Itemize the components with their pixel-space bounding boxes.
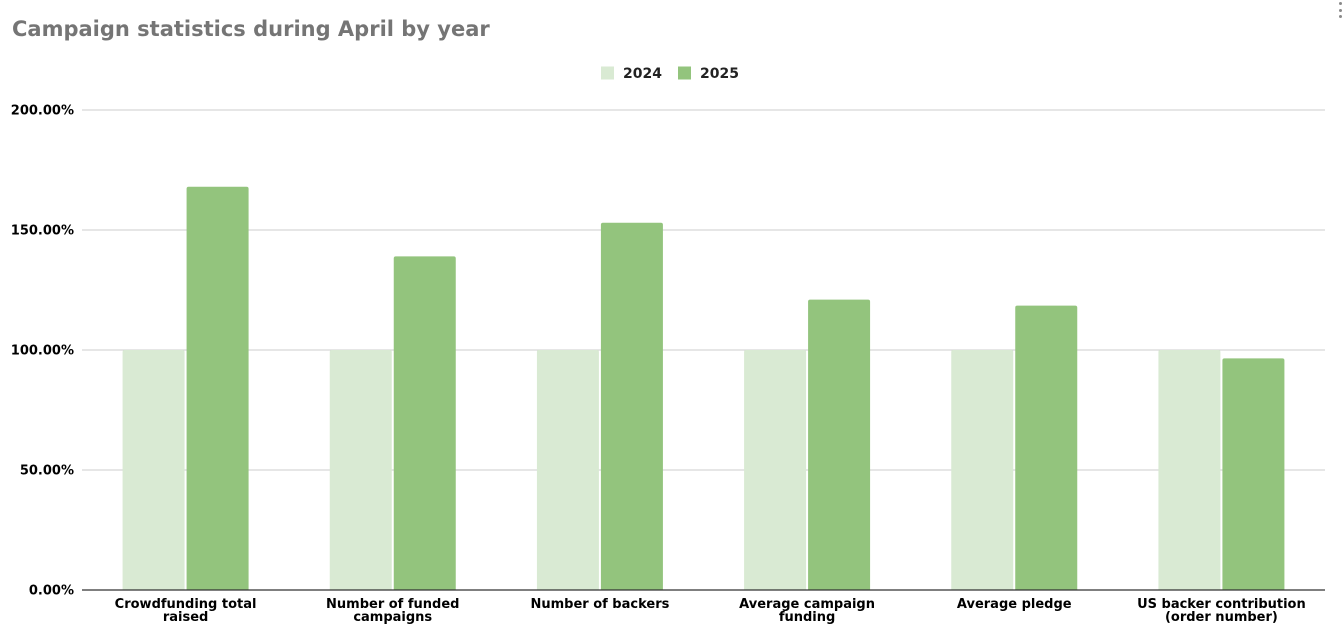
legend-label-2024[interactable]: 2024: [623, 66, 662, 82]
x-tick-label: Average campaign funding: [739, 597, 875, 625]
bar-2025-3[interactable]: [808, 299, 871, 590]
y-axis-ticks: 0.00% 50.00% 100.00% 150.00% 200.00%: [11, 104, 74, 599]
x-tick-label: Average pledge: [957, 597, 1072, 612]
x-tick-label: Number of backers: [530, 597, 669, 612]
legend-swatch-2025: [678, 66, 691, 80]
x-tick-label: Number of funded campaigns: [326, 597, 459, 625]
chart-title: Campaign statistics during April by year: [12, 17, 490, 41]
bar-2024-4[interactable]: [951, 350, 1014, 590]
bar-2024-0[interactable]: [122, 350, 185, 590]
y-tick-label: 200.00%: [11, 104, 74, 119]
gridlines: [82, 109, 1325, 471]
more-vert-icon[interactable]: [1337, 2, 1343, 18]
y-tick-label: 0.00%: [29, 584, 74, 599]
bar-2024-1[interactable]: [329, 350, 392, 590]
bar-2024-3[interactable]: [744, 350, 807, 590]
x-axis-labels: Crowdfunding total raised Number of funded…: [115, 597, 1306, 625]
y-tick-label: 100.00%: [11, 344, 74, 359]
x-tick-label: US backer contribution (order number): [1137, 597, 1306, 625]
legend-swatch-2024: [601, 66, 614, 80]
bar-2024-2[interactable]: [536, 350, 599, 590]
bar-2025-1[interactable]: [393, 256, 456, 590]
bars: [122, 186, 1285, 591]
y-tick-label: 50.00%: [20, 464, 74, 479]
y-tick-label: 150.00%: [11, 224, 74, 239]
legend-label-2025[interactable]: 2025: [700, 66, 739, 82]
bar-2025-5[interactable]: [1222, 358, 1285, 590]
bar-2025-2[interactable]: [600, 222, 663, 591]
bar-2025-4[interactable]: [1015, 305, 1078, 590]
legend: 2024 2025: [601, 66, 739, 82]
x-tick-label: Crowdfunding total raised: [115, 597, 257, 625]
bar-2024-5[interactable]: [1158, 350, 1221, 590]
bar-2025-0[interactable]: [186, 186, 249, 591]
